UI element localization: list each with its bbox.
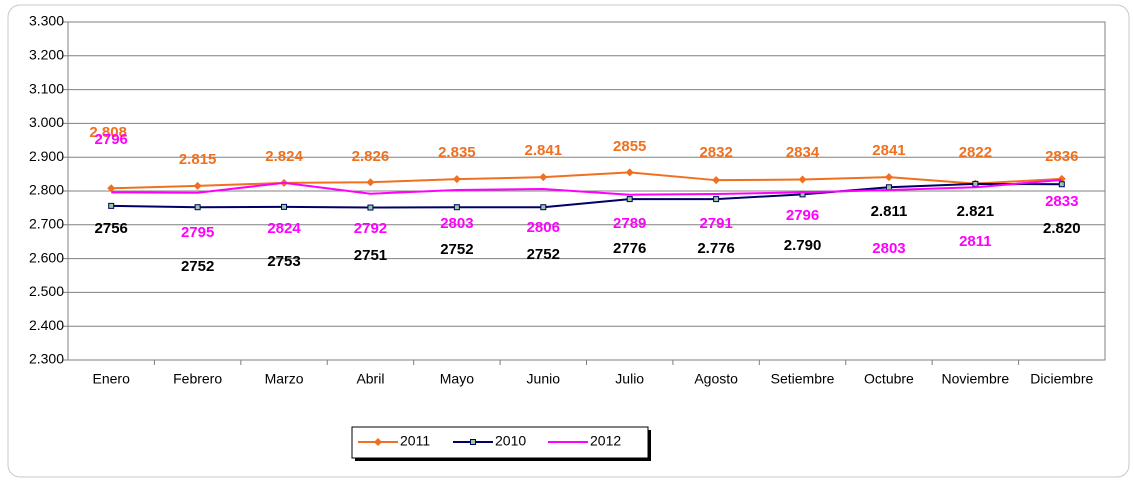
marker [194, 204, 201, 211]
x-tick-label: Marzo [265, 371, 304, 387]
marker [452, 175, 461, 184]
y-tick-label: 2.500 [29, 283, 64, 299]
x-tick-label: Agosto [694, 371, 738, 387]
value-label: 2832 [699, 144, 732, 161]
marker [539, 173, 548, 182]
legend-label: 2011 [400, 433, 430, 449]
marker [367, 204, 374, 211]
x-tick-label: Febrero [173, 371, 222, 387]
value-label: 2824 [267, 220, 301, 237]
value-label: 2.841 [525, 142, 563, 159]
legend-label: 2010 [495, 433, 526, 449]
legend-label: 2012 [590, 433, 621, 449]
value-label: 2752 [181, 258, 214, 275]
x-tick-label: Noviembre [942, 371, 1010, 387]
value-label: 2841 [872, 142, 905, 159]
value-label: 2.808 [89, 124, 127, 141]
marker [798, 175, 807, 184]
marker [540, 204, 547, 211]
value-label: 2795 [181, 224, 214, 241]
value-label: 2753 [267, 253, 300, 270]
y-tick-label: 2.800 [29, 182, 64, 198]
marker [453, 204, 460, 211]
value-label: 2.835 [438, 144, 476, 161]
value-label: 2833 [1045, 193, 1078, 210]
value-label: 2.824 [265, 148, 303, 165]
y-tick-label: 3.300 [29, 13, 64, 29]
value-label: 2796 [786, 207, 819, 224]
value-label: 2836 [1045, 148, 1078, 165]
series-line [111, 171, 1062, 190]
value-label: 2752 [440, 241, 473, 258]
value-label: 2789 [613, 215, 646, 232]
y-tick-label: 3.200 [29, 47, 64, 63]
x-tick-label: Setiembre [771, 371, 835, 387]
value-label: 2.826 [352, 148, 390, 165]
marker [281, 203, 288, 210]
value-label: 2803 [440, 215, 473, 232]
marker [884, 173, 893, 182]
y-tick-label: 2.900 [29, 148, 64, 164]
x-tick-label: Junio [527, 371, 561, 387]
x-tick-label: Octubre [864, 371, 914, 387]
value-label: 2.790 [784, 237, 822, 254]
x-tick-label: Diciembre [1030, 371, 1093, 387]
marker [470, 439, 476, 445]
value-label: 2806 [527, 219, 560, 236]
value-label: 2751 [354, 247, 387, 264]
y-tick-label: 2.700 [29, 216, 64, 232]
marker [193, 181, 202, 190]
x-tick-label: Julio [615, 371, 644, 387]
y-tick-label: 2.600 [29, 249, 64, 265]
marker [712, 176, 721, 185]
marker [625, 168, 634, 177]
value-label: 2796 [95, 131, 128, 148]
y-tick-label: 2.300 [29, 351, 64, 367]
marker [374, 438, 382, 446]
value-label: 2.815 [179, 151, 217, 168]
x-tick-label: Enero [93, 371, 131, 387]
marker [713, 196, 720, 203]
marker [972, 180, 979, 187]
value-label: 2791 [699, 215, 732, 232]
x-tick-label: Abril [356, 371, 384, 387]
value-label: 2834 [786, 144, 820, 161]
y-tick-label: 3.000 [29, 114, 64, 130]
value-label: 2.820 [1043, 220, 1081, 237]
y-tick-label: 3.100 [29, 80, 64, 96]
value-label: 2776 [613, 240, 646, 257]
x-tick-label: Mayo [440, 371, 474, 387]
marker [107, 184, 116, 193]
marker [366, 178, 375, 187]
value-label: 2803 [872, 240, 905, 257]
marker [626, 196, 633, 203]
value-label: 2855 [613, 138, 646, 155]
value-label: 2822 [959, 144, 992, 161]
value-label: 2.776 [697, 240, 735, 257]
y-tick-label: 2.400 [29, 317, 64, 333]
value-label: 2.821 [957, 203, 995, 220]
legend-box [351, 426, 649, 459]
value-label: 2811 [959, 233, 992, 250]
series-line [111, 178, 1062, 196]
value-label: 2792 [354, 220, 387, 237]
value-label: 2756 [95, 220, 128, 237]
value-label: 2.811 [871, 203, 908, 220]
value-label: 2752 [527, 246, 560, 263]
series-line [111, 182, 1062, 209]
marker [108, 202, 115, 209]
marker [1058, 181, 1065, 188]
